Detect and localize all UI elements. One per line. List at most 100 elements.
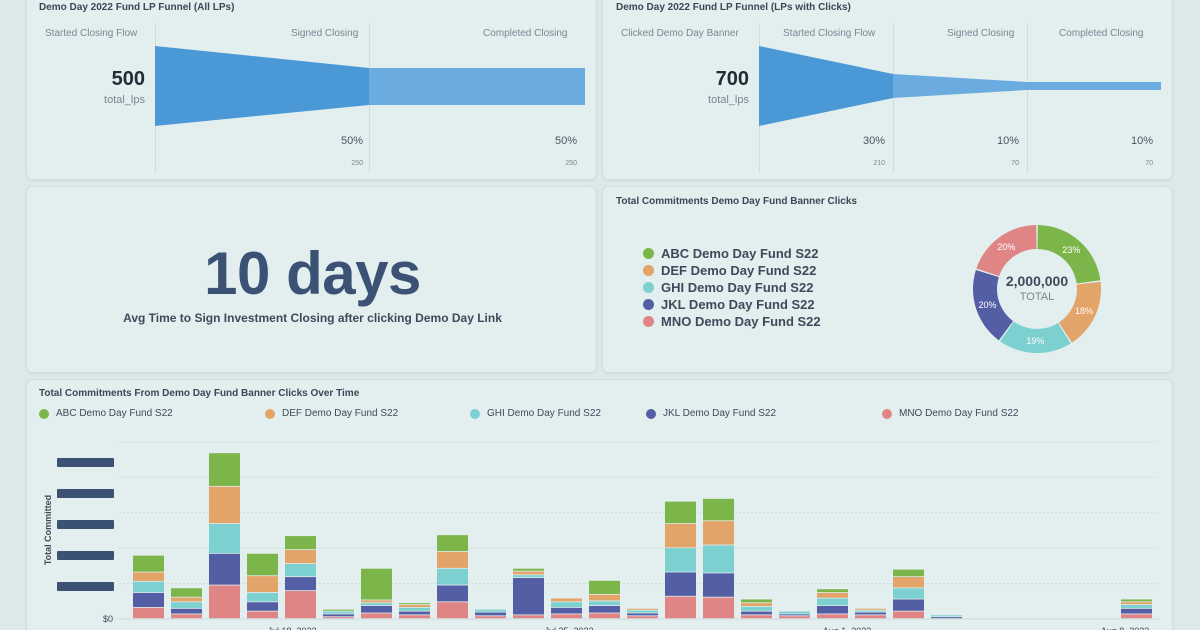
bar-segment[interactable] [665, 523, 696, 548]
bar-legend-item[interactable]: ABC Demo Day Fund S22 [39, 408, 173, 419]
bar-segment[interactable] [437, 585, 468, 602]
bar-segment[interactable] [1121, 599, 1152, 602]
bar-segment[interactable] [817, 592, 848, 598]
bar-segment[interactable] [361, 603, 392, 606]
bar-segment[interactable] [171, 597, 202, 602]
bar-segment[interactable] [399, 603, 430, 605]
bar-segment[interactable] [209, 453, 240, 486]
bar-segment[interactable] [893, 599, 924, 611]
legend-item[interactable]: GHI Demo Day Fund S22 [643, 279, 821, 296]
bar-segment[interactable] [475, 612, 506, 616]
bar-segment[interactable] [247, 592, 278, 602]
bar-segment[interactable] [893, 577, 924, 588]
bar-segment[interactable] [589, 580, 620, 594]
bar-segment[interactable] [361, 605, 392, 613]
bar-segment[interactable] [437, 551, 468, 568]
bar-segment[interactable] [1121, 614, 1152, 619]
bar-segment[interactable] [931, 615, 962, 617]
bar-segment[interactable] [665, 572, 696, 596]
bar-segment[interactable] [703, 545, 734, 573]
bar-segment[interactable] [247, 602, 278, 611]
stacked-bar-chart[interactable]: Total Committed $0 Jul 18, 2022 Jul 25, 202… [27, 380, 1173, 630]
bar-segment[interactable] [323, 617, 354, 619]
bar-segment[interactable] [133, 572, 164, 581]
bar-segment[interactable] [589, 613, 620, 619]
bar-segment[interactable] [171, 602, 202, 608]
legend-item[interactable]: MNO Demo Day Fund S22 [643, 313, 821, 330]
bar-segment[interactable] [817, 605, 848, 614]
bar-segment[interactable] [551, 602, 582, 608]
bar-segment[interactable] [665, 596, 696, 619]
bar-segment[interactable] [855, 612, 886, 615]
bar-segment[interactable] [779, 611, 810, 614]
bar-segment[interactable] [817, 589, 848, 593]
bar-segment[interactable] [703, 498, 734, 521]
donut-slice[interactable] [1037, 225, 1101, 284]
bar-segment[interactable] [589, 605, 620, 613]
bar-segment[interactable] [931, 617, 962, 619]
legend-item[interactable]: ABC Demo Day Fund S22 [643, 245, 821, 262]
bar-segment[interactable] [513, 571, 544, 575]
bar-segment[interactable] [665, 548, 696, 572]
bar-segment[interactable] [247, 611, 278, 619]
bar-segment[interactable] [209, 585, 240, 619]
bar-segment[interactable] [247, 576, 278, 593]
bar-segment[interactable] [171, 588, 202, 597]
bar-segment[interactable] [285, 577, 316, 591]
bar-segment[interactable] [361, 600, 392, 603]
bar-segment[interactable] [741, 606, 772, 611]
bar-segment[interactable] [171, 614, 202, 619]
bar-segment[interactable] [1121, 608, 1152, 614]
bar-segment[interactable] [513, 575, 544, 578]
bar-segment[interactable] [665, 501, 696, 524]
bar-segment[interactable] [1121, 605, 1152, 608]
bar-segment[interactable] [399, 615, 430, 619]
bar-segment[interactable] [361, 613, 392, 619]
bar-segment[interactable] [817, 598, 848, 606]
bar-segment[interactable] [475, 609, 506, 612]
bar-segment[interactable] [399, 611, 430, 615]
bar-segment[interactable] [437, 602, 468, 619]
donut-slice[interactable] [1000, 321, 1071, 353]
bar-segment[interactable] [551, 607, 582, 614]
bar-segment[interactable] [741, 611, 772, 615]
bar-segment[interactable] [475, 616, 506, 619]
bar-segment[interactable] [361, 568, 392, 600]
bar-segment[interactable] [133, 592, 164, 608]
bar-segment[interactable] [627, 608, 658, 610]
bar-legend-item[interactable]: DEF Demo Day Fund S22 [265, 408, 398, 419]
bar-segment[interactable] [627, 610, 658, 613]
bar-segment[interactable] [399, 605, 430, 608]
bar-segment[interactable] [893, 569, 924, 577]
bar-segment[interactable] [893, 588, 924, 599]
bar-segment[interactable] [133, 607, 164, 619]
bar-segment[interactable] [437, 535, 468, 552]
bar-segment[interactable] [855, 615, 886, 619]
bar-segment[interactable] [703, 573, 734, 597]
bar-segment[interactable] [513, 615, 544, 619]
bar-segment[interactable] [741, 615, 772, 619]
bar-segment[interactable] [855, 610, 886, 612]
bar-segment[interactable] [589, 601, 620, 606]
bar-segment[interactable] [703, 521, 734, 545]
bar-segment[interactable] [209, 486, 240, 524]
bar-segment[interactable] [209, 523, 240, 553]
bar-legend-item[interactable]: JKL Demo Day Fund S22 [646, 408, 776, 419]
donut-slice[interactable] [973, 269, 1014, 341]
donut-slice[interactable] [976, 225, 1037, 277]
bar-segment[interactable] [741, 603, 772, 607]
legend-item[interactable]: JKL Demo Day Fund S22 [643, 296, 821, 313]
bar-segment[interactable] [817, 614, 848, 619]
bar-segment[interactable] [893, 611, 924, 619]
bar-segment[interactable] [855, 608, 886, 610]
bar-segment[interactable] [551, 614, 582, 619]
bar-segment[interactable] [779, 616, 810, 619]
bar-segment[interactable] [1121, 602, 1152, 605]
bar-segment[interactable] [285, 550, 316, 564]
donut-chart[interactable]: 23% 18% 19% 20% 20% [603, 187, 1173, 373]
bar-segment[interactable] [323, 611, 354, 614]
bar-segment[interactable] [247, 553, 278, 576]
legend-item[interactable]: DEF Demo Day Fund S22 [643, 262, 821, 279]
bar-segment[interactable] [133, 581, 164, 593]
bar-legend-item[interactable]: MNO Demo Day Fund S22 [882, 408, 1019, 419]
